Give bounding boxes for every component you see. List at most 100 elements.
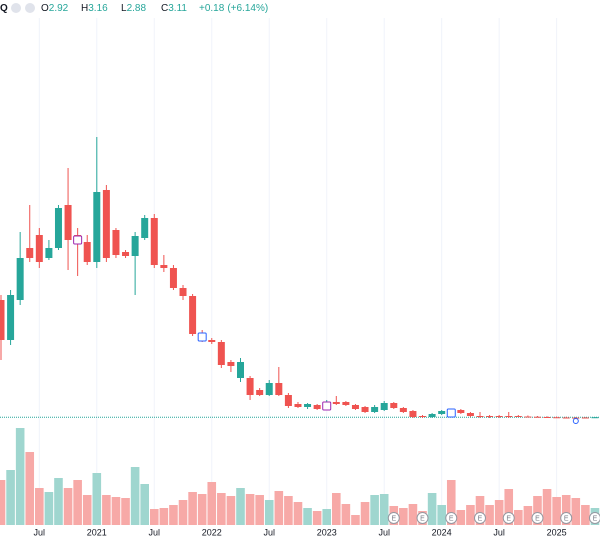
volume-bar	[217, 493, 226, 525]
volume-bar	[197, 494, 207, 525]
candle-body	[102, 190, 110, 258]
earnings-label: E	[593, 515, 598, 522]
candle-body	[16, 258, 24, 300]
volume-bar	[207, 482, 217, 525]
candle-body	[275, 383, 283, 395]
candle-body	[64, 205, 72, 240]
candle-body	[45, 248, 53, 258]
candle-body	[562, 417, 570, 419]
candle-body	[7, 295, 15, 340]
candle-body	[313, 405, 321, 409]
candle-body	[505, 416, 513, 417]
volume-bar	[255, 495, 264, 525]
volume-bar	[466, 505, 475, 525]
candle-body	[122, 252, 130, 256]
candle-body	[93, 192, 101, 262]
volume-bar	[561, 495, 571, 525]
x-tick-label: 2023	[317, 527, 337, 537]
candle-body	[265, 383, 273, 395]
candle-body	[591, 417, 599, 419]
candle-body	[486, 416, 494, 417]
header-icon	[25, 3, 35, 13]
volume-bar	[504, 489, 514, 525]
volume-bar	[44, 492, 54, 525]
volume-bar	[102, 495, 111, 525]
candle-body	[217, 342, 225, 365]
candle-body	[438, 411, 446, 414]
candle-body	[227, 362, 235, 366]
volume-bar	[15, 428, 25, 525]
earnings-label: E	[449, 515, 454, 522]
candle-body	[428, 414, 436, 417]
action-marker	[197, 332, 207, 342]
volume-bar	[169, 505, 178, 525]
volume-bar	[427, 493, 437, 525]
earnings-label: E	[564, 515, 569, 522]
earnings-marker	[502, 512, 515, 524]
earnings-label: E	[478, 515, 483, 522]
candle-body	[466, 413, 474, 416]
candle-body	[581, 417, 589, 419]
candle-body	[35, 235, 43, 262]
volume-bar	[274, 491, 284, 525]
earnings-marker	[588, 512, 600, 524]
action-marker	[322, 401, 332, 411]
volume-bar	[303, 508, 312, 525]
volume-bar	[475, 496, 485, 525]
volume-bar	[188, 492, 197, 525]
candle-body	[495, 416, 503, 417]
ohlc-label: C	[161, 3, 168, 14]
volume-bar	[341, 504, 351, 525]
header-icon	[11, 3, 21, 13]
volume-bar	[552, 497, 561, 525]
candle-body	[131, 236, 139, 256]
volume-bar	[92, 473, 102, 525]
x-tick-label: Jul	[34, 527, 46, 537]
volume-bar	[82, 495, 92, 525]
candle-body	[380, 403, 388, 410]
change: +0.18	[199, 3, 225, 14]
candle-body	[294, 404, 302, 407]
volume-bar	[542, 489, 552, 525]
volume-bar	[121, 498, 130, 525]
candle-body	[208, 340, 216, 342]
volume-bar	[264, 500, 274, 525]
x-tick-label: Jul	[378, 527, 390, 537]
volume-bar	[360, 502, 370, 525]
candle-body	[476, 416, 484, 417]
candle-body	[256, 390, 264, 395]
volume-bar	[322, 509, 332, 525]
volume-bar	[523, 506, 533, 525]
action-marker	[446, 408, 456, 418]
volume-bar	[54, 478, 63, 525]
candle-body	[246, 378, 254, 395]
candle-body	[54, 208, 62, 248]
earnings-marker	[531, 512, 544, 524]
candle-body	[304, 404, 312, 407]
candle-body	[419, 416, 427, 417]
volume-bar	[25, 452, 35, 525]
candle-body	[514, 416, 522, 417]
candle-body	[342, 402, 350, 405]
candle-body	[284, 395, 292, 406]
volume-bar	[379, 494, 389, 525]
volume-bar	[370, 495, 379, 525]
candle-body	[112, 230, 120, 255]
earnings-label: E	[420, 515, 425, 522]
x-tick-label: 2024	[432, 527, 452, 537]
volume-bar	[284, 496, 293, 525]
x-tick-label: 2025	[547, 527, 567, 537]
volume-bar	[63, 488, 73, 525]
change-percent: (+6.14%)	[227, 3, 268, 14]
candle-body	[83, 242, 91, 262]
candle-body	[351, 405, 359, 409]
volume-bar	[149, 509, 159, 525]
volume-bar	[399, 508, 408, 525]
candle-body	[141, 218, 149, 238]
volume-bar	[485, 505, 494, 525]
volume-bar	[6, 470, 15, 525]
x-tick-label: Jul	[149, 527, 161, 537]
ohlc-value: 3.16	[88, 3, 108, 14]
